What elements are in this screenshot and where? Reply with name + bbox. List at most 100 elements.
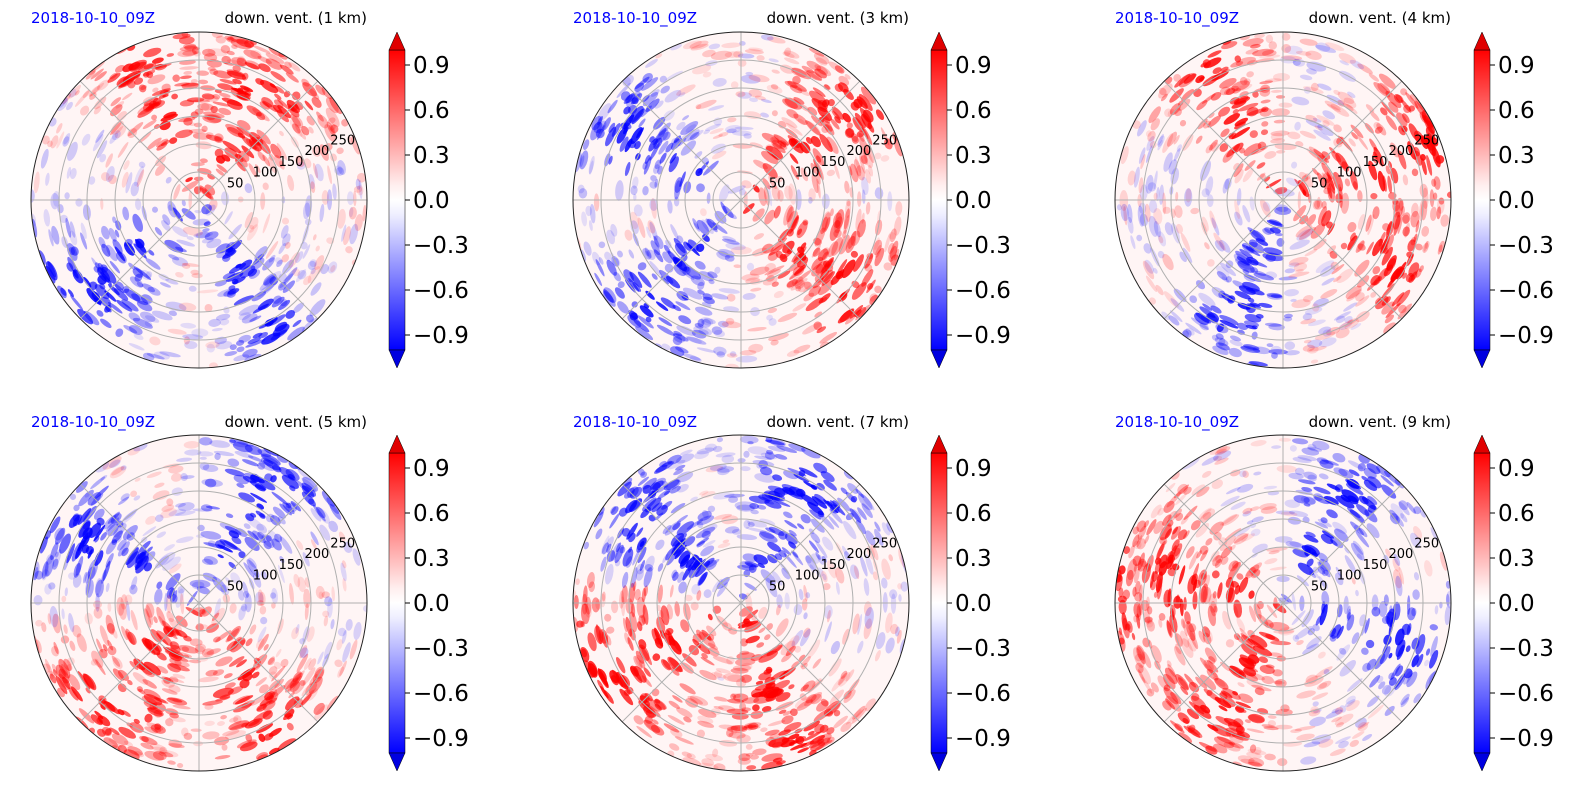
colorbar: 0.9 0.6 0.3 0.0 −0.3 −0.6 −0.9 (388, 434, 469, 772)
r-tick-label: 100 (253, 166, 278, 181)
colorbar-tick-label: −0.3 (413, 636, 469, 662)
grid-spoke (740, 483, 861, 604)
colorbar-tick-label: −0.9 (955, 323, 1011, 349)
r-tick-label: 200 (305, 547, 330, 562)
field-layer (1115, 437, 1451, 767)
colorbar-extend-max (1473, 434, 1491, 454)
colorbar-extend-max (388, 31, 406, 51)
grid-spoke (1282, 602, 1403, 723)
grid-spoke (79, 80, 200, 201)
r-tick-label: 50 (227, 176, 244, 191)
grid-spoke (1163, 80, 1284, 201)
colorbar-tick-label: −0.6 (1498, 278, 1554, 304)
colorbar-extend-min (1473, 349, 1491, 369)
r-tick-label: 150 (279, 558, 304, 573)
title-field: down. vent. (4 km) (1309, 9, 1451, 27)
title-date: 2018-10-10_09Z (1115, 9, 1239, 28)
r-tick-label: 100 (795, 166, 820, 181)
colorbar-tick-label: −0.6 (955, 681, 1011, 707)
field-layer (573, 435, 909, 771)
r-tick-label: 250 (330, 133, 355, 148)
r-tick-label: 250 (872, 536, 897, 551)
colorbar-tick-label: 0.3 (413, 143, 450, 169)
grid-spoke (79, 199, 200, 320)
colorbar-tick-label: 0.3 (1498, 546, 1535, 572)
r-tick-label: 50 (1311, 579, 1328, 594)
title-date: 2018-10-10_09Z (573, 9, 697, 28)
r-tick-label: 150 (1363, 155, 1388, 170)
r-tick-label: 50 (769, 579, 786, 594)
r-tick-label: 200 (1389, 144, 1414, 159)
colorbar-extend-max (1473, 31, 1491, 51)
colorbar-tick-label: −0.9 (413, 323, 469, 349)
grid-spoke (621, 602, 742, 723)
colorbar-extend-max (930, 434, 948, 454)
colorbar-extend-min (930, 752, 948, 772)
polar-frame (1114, 31, 1452, 369)
grid-spoke (198, 483, 319, 604)
grid-spoke (1282, 199, 1403, 320)
title-date: 2018-10-10_09Z (31, 413, 155, 432)
r-tick-label: 100 (795, 569, 820, 584)
title-date: 2018-10-10_09Z (31, 9, 155, 28)
grid-spoke (1282, 483, 1403, 604)
r-tick-label: 250 (1414, 536, 1439, 551)
field-layer (1116, 32, 1451, 368)
title-field: down. vent. (5 km) (225, 413, 367, 431)
r-tick-label: 100 (1337, 166, 1362, 181)
colorbar-extend-min (388, 752, 406, 772)
colorbar-tick-label: 0.0 (1498, 591, 1535, 617)
r-tick-label: 250 (1414, 133, 1439, 148)
grid-spoke (1163, 199, 1284, 320)
colorbar-extend-min (930, 349, 948, 369)
r-tick-label: 250 (330, 536, 355, 551)
polar-frame (30, 434, 368, 772)
colorbar-tick-label: −0.3 (1498, 636, 1554, 662)
colorbar-tick-label: 0.0 (1498, 188, 1535, 214)
colorbar-tick-label: 0.6 (413, 98, 450, 124)
colorbar-tick-label: −0.9 (413, 726, 469, 752)
polar-frame (30, 31, 368, 369)
r-tick-label: 150 (279, 155, 304, 170)
colorbar-tick-label: −0.3 (955, 233, 1011, 259)
colorbar-tick-label: −0.3 (1498, 233, 1554, 259)
r-tick-label: 250 (872, 133, 897, 148)
grid-spoke (1282, 80, 1403, 201)
colorbar: 0.9 0.6 0.3 0.0 −0.3 −0.6 −0.9 (1473, 31, 1554, 369)
colorbar-tick-label: 0.9 (413, 456, 450, 482)
colorbar-tick-label: 0.9 (413, 53, 450, 79)
colorbar-tick-label: 0.3 (955, 143, 992, 169)
title-field: down. vent. (1 km) (225, 9, 367, 27)
colorbar-tick-label: 0.6 (955, 501, 992, 527)
r-tick-label: 150 (821, 558, 846, 573)
colorbar-tick-label: 0.0 (413, 188, 450, 214)
grid-spoke (79, 602, 200, 723)
title-field: down. vent. (9 km) (1309, 413, 1451, 431)
colorbar: 0.9 0.6 0.3 0.0 −0.3 −0.6 −0.9 (930, 31, 1011, 369)
grid-spoke (1163, 602, 1284, 723)
colorbar: 0.9 0.6 0.3 0.0 −0.3 −0.6 −0.9 (388, 31, 469, 369)
r-tick-label: 50 (227, 579, 244, 594)
r-tick-label: 200 (847, 547, 872, 562)
colorbar-tick-label: 0.0 (955, 591, 992, 617)
colorbar-tick-label: 0.6 (955, 98, 992, 124)
colorbar-tick-label: 0.3 (413, 546, 450, 572)
grid-spoke (621, 80, 742, 201)
colorbar-tick-label: −0.6 (1498, 681, 1554, 707)
r-tick-label: 100 (253, 569, 278, 584)
title-date: 2018-10-10_09Z (1115, 413, 1239, 432)
colorbar-tick-label: −0.6 (413, 278, 469, 304)
title-field: down. vent. (3 km) (767, 9, 909, 27)
grid-spoke (198, 199, 319, 320)
colorbar-tick-label: 0.3 (1498, 143, 1535, 169)
colorbar-tick-label: −0.6 (955, 278, 1011, 304)
grid-spoke (198, 80, 319, 201)
colorbar: 0.9 0.6 0.3 0.0 −0.3 −0.6 −0.9 (930, 434, 1011, 772)
colorbar-tick-label: 0.9 (955, 456, 992, 482)
r-tick-label: 200 (847, 144, 872, 159)
colorbar-tick-label: 0.3 (955, 546, 992, 572)
